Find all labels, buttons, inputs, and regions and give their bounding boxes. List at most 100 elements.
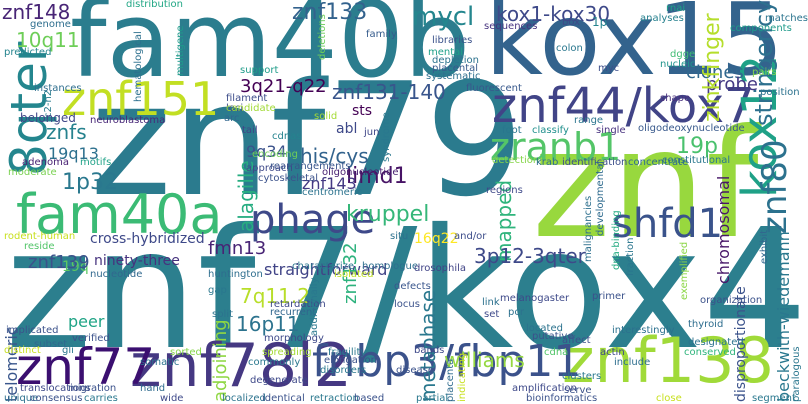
cloud-word: detection bbox=[492, 156, 539, 166]
cloud-word: malignancies bbox=[584, 196, 594, 262]
cloud-word: situ bbox=[390, 232, 408, 242]
cloud-word: drosophila bbox=[414, 264, 466, 274]
cloud-word: fraction bbox=[626, 238, 636, 276]
cloud-word: locus bbox=[394, 300, 420, 310]
cloud-word: support bbox=[240, 66, 278, 76]
cloud-word: znf139 bbox=[28, 254, 90, 272]
cloud-word: cross-hybridized bbox=[90, 232, 205, 246]
cloud-word: family bbox=[366, 30, 397, 40]
cloud-word: link bbox=[482, 298, 500, 308]
cloud-word: disease bbox=[396, 366, 434, 376]
cloud-word: 3p12-3qter bbox=[474, 246, 586, 266]
cloud-word: pairs bbox=[752, 68, 777, 78]
cloud-word: additionally bbox=[310, 278, 320, 336]
cloud-word: peer bbox=[68, 314, 104, 330]
cloud-word: range bbox=[574, 116, 603, 126]
cloud-word: krab bbox=[536, 158, 558, 168]
cloud-word: somatic bbox=[140, 358, 179, 368]
cloud-word: sorted bbox=[170, 348, 202, 358]
cloud-word: split bbox=[212, 310, 233, 320]
cloud-word: segment bbox=[752, 394, 796, 404]
cloud-word: commonly bbox=[248, 358, 300, 368]
cloud-word: exemplified bbox=[680, 242, 690, 300]
cloud-word: indicating bbox=[458, 353, 468, 402]
cloud-word: regions bbox=[486, 186, 523, 196]
cloud-word: systematic bbox=[426, 72, 480, 82]
cloud-word: arc bbox=[224, 114, 240, 124]
cloud-word: conserved bbox=[684, 348, 736, 358]
cloud-word: 1p32 bbox=[62, 172, 118, 194]
cloud-word: components bbox=[730, 24, 792, 34]
cloud-word: moderate bbox=[8, 168, 57, 178]
cloud-word: close bbox=[656, 394, 682, 404]
cloud-word: beckwith-wiedemann bbox=[776, 231, 792, 402]
cloud-word: position bbox=[760, 88, 800, 98]
cloud-word: neuroblastoma bbox=[90, 116, 165, 126]
cloud-word: cytoskeletal bbox=[258, 174, 318, 184]
cloud-word: cdna bbox=[544, 348, 568, 358]
cloud-word: colon bbox=[556, 44, 583, 54]
cloud-word: thyroid bbox=[688, 320, 723, 330]
cloud-word: huntington bbox=[208, 270, 263, 280]
cloud-word: disorders bbox=[320, 366, 366, 376]
cloud-word: identical bbox=[262, 394, 305, 404]
cloud-word: znf133 bbox=[292, 2, 367, 24]
cloud-word: distribution bbox=[126, 0, 183, 10]
cloud-word: primer bbox=[592, 292, 625, 302]
cloud-word: shape bbox=[660, 94, 690, 104]
cloud-word: verified bbox=[72, 334, 110, 344]
cloud-word: single bbox=[596, 126, 626, 136]
cloud-word: oligodeoxynucleotide bbox=[638, 124, 745, 134]
cloud-word: implicated bbox=[6, 326, 58, 336]
cloud-word: candidate bbox=[226, 104, 276, 114]
cloud-word: fluorescent bbox=[466, 84, 522, 94]
cloud-word: nucleic bbox=[660, 60, 695, 70]
cloud-word: and/or bbox=[454, 232, 486, 242]
cloud-word: 16q22 bbox=[414, 232, 459, 246]
cloud-word: degenerate bbox=[250, 376, 308, 386]
cloud-word: myc bbox=[598, 64, 619, 74]
cloud-word: affect bbox=[562, 336, 591, 346]
cloud-word: zinkfinger bbox=[702, 13, 724, 122]
cloud-word: znf131-140 bbox=[332, 82, 446, 102]
cloud-word: classify bbox=[532, 126, 569, 136]
cloud-word: include bbox=[614, 358, 650, 368]
cloud-word: gap bbox=[208, 286, 227, 296]
cloud-word: telomeric bbox=[4, 326, 20, 402]
cloud-word: set bbox=[484, 310, 499, 320]
cloud-word: rnai bbox=[666, 4, 685, 14]
cloud-word: genome bbox=[30, 20, 71, 30]
cloud-word: concentrate bbox=[628, 158, 688, 168]
cloud-word: multigene bbox=[176, 25, 186, 76]
cloud-word: consensus bbox=[30, 394, 82, 404]
cloud-word: bands bbox=[414, 346, 444, 356]
cloud-word: carries bbox=[84, 394, 118, 404]
cloud-word: partial bbox=[416, 394, 448, 404]
cloud-word: exhibit bbox=[760, 230, 770, 264]
cloud-word: distinct bbox=[4, 346, 41, 356]
cloud-word: solid bbox=[314, 112, 337, 122]
cloud-word: jun bbox=[364, 128, 379, 138]
cloud-word: sts bbox=[352, 104, 372, 118]
cloud-word: clusters bbox=[562, 372, 601, 382]
cloud-word: localized bbox=[222, 394, 266, 404]
cloud-word: motifs bbox=[80, 158, 111, 168]
cloud-word: kruppel bbox=[346, 204, 429, 226]
cloud-word: developmental bbox=[596, 161, 606, 236]
cloud-word: znf80 bbox=[758, 139, 792, 234]
cloud-word: encoding bbox=[252, 150, 298, 160]
cloud-word: chromosomal bbox=[716, 176, 732, 284]
cloud-word: organization bbox=[700, 296, 762, 306]
cloud-word: bioinformatics bbox=[526, 394, 597, 404]
cloud-word: isolated bbox=[334, 270, 373, 280]
cloud-word: abl bbox=[336, 122, 357, 136]
cloud-word: ninety-three bbox=[94, 254, 180, 268]
cloud-word: cdnas bbox=[272, 132, 302, 142]
cloud-word: wide bbox=[160, 394, 183, 404]
cloud-word: fmn13 bbox=[208, 240, 266, 258]
cloud-word: adjoining bbox=[212, 319, 230, 402]
cloud-word: analyses bbox=[640, 14, 684, 24]
cloud-word: znfs bbox=[46, 122, 87, 142]
cloud-word: pcr bbox=[508, 308, 524, 318]
